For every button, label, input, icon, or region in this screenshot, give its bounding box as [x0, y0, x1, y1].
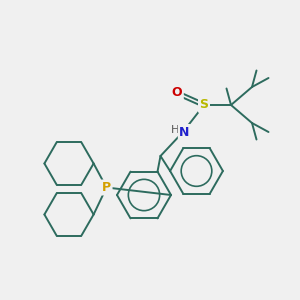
- Text: H: H: [170, 124, 179, 135]
- Text: O: O: [172, 86, 182, 100]
- Text: S: S: [200, 98, 208, 112]
- Text: N: N: [179, 125, 190, 139]
- Text: P: P: [102, 181, 111, 194]
